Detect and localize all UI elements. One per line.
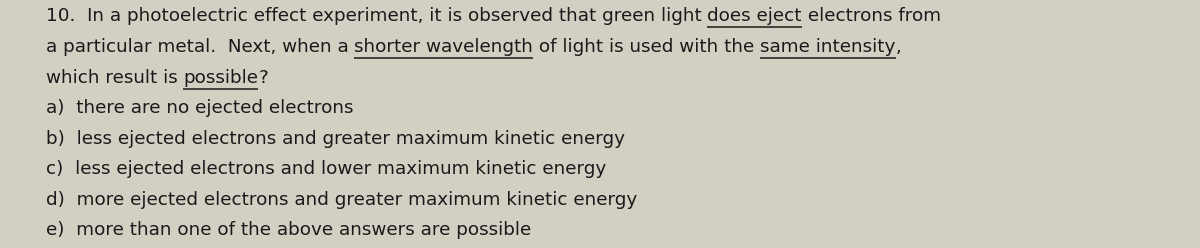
Text: does eject: does eject xyxy=(707,7,802,26)
Text: ?: ? xyxy=(258,68,268,87)
Text: same intensity: same intensity xyxy=(761,38,895,56)
Text: possible: possible xyxy=(184,68,258,87)
Text: ,: , xyxy=(895,38,901,56)
Text: electrons from: electrons from xyxy=(802,7,941,26)
Text: 10.  In a photoelectric effect experiment, it is observed that green light: 10. In a photoelectric effect experiment… xyxy=(46,7,707,26)
Text: which result is: which result is xyxy=(46,68,184,87)
Text: d)  more ejected electrons and greater maximum kinetic energy: d) more ejected electrons and greater ma… xyxy=(46,191,637,209)
Text: a particular metal.  Next, when a: a particular metal. Next, when a xyxy=(46,38,354,56)
Text: e)  more than one of the above answers are possible: e) more than one of the above answers ar… xyxy=(46,221,530,239)
Text: a)  there are no ejected electrons: a) there are no ejected electrons xyxy=(46,99,353,117)
Text: shorter wavelength: shorter wavelength xyxy=(354,38,533,56)
Text: c)  less ejected electrons and lower maximum kinetic energy: c) less ejected electrons and lower maxi… xyxy=(46,160,606,178)
Text: of light is used with the: of light is used with the xyxy=(533,38,761,56)
Text: b)  less ejected electrons and greater maximum kinetic energy: b) less ejected electrons and greater ma… xyxy=(46,130,625,148)
